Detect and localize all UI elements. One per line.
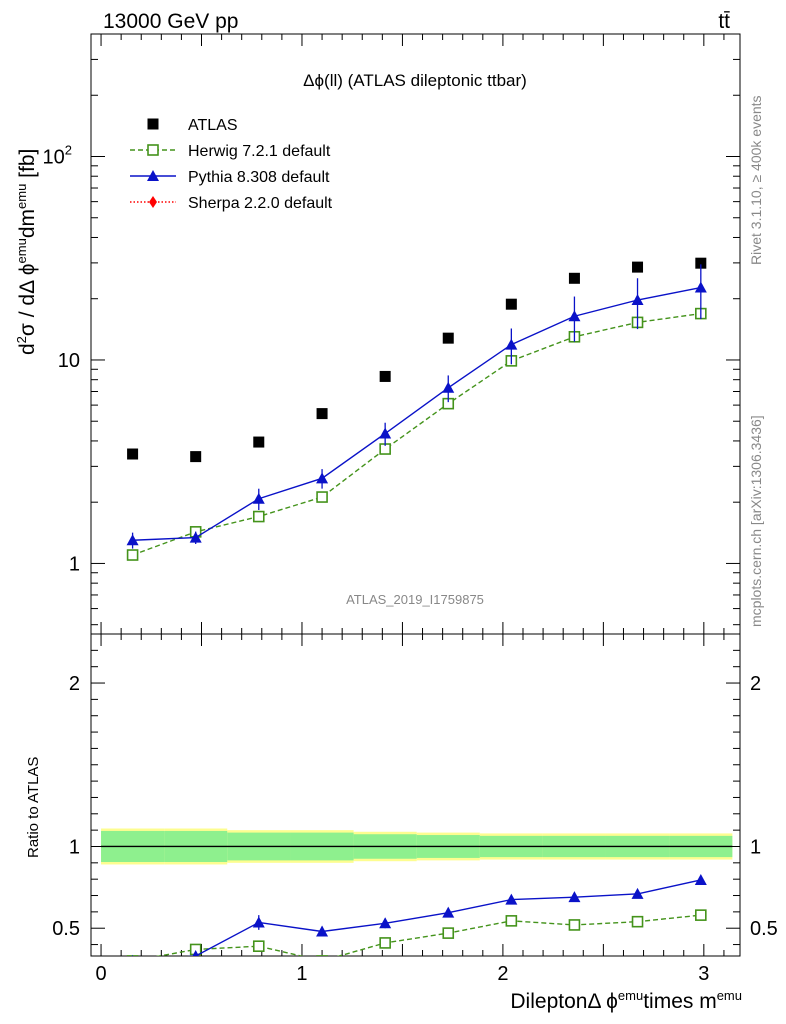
data-point xyxy=(189,531,202,543)
x-tick-label: 3 xyxy=(698,963,709,985)
data-point xyxy=(631,294,644,306)
ratio-point xyxy=(379,937,391,949)
ratio-point xyxy=(126,955,139,956)
ratio-point xyxy=(442,906,455,918)
y-tick-label-exponent: 2 xyxy=(65,143,72,158)
mcplots-credit-label: mcplots.cern.ch [arXiv:1306.3436] xyxy=(748,415,764,627)
legend-label: Pythia 8.308 default xyxy=(188,169,330,186)
data-point xyxy=(126,549,139,561)
ratio-series-herwig xyxy=(126,909,707,956)
series-herwig xyxy=(126,307,707,561)
ratio-point xyxy=(316,955,328,956)
ratio-series-pythia xyxy=(131,873,707,956)
ratio-point xyxy=(379,917,392,929)
ratio-point xyxy=(505,915,518,927)
legend-entry: Sherpa 2.2.0 default xyxy=(130,195,333,212)
series-pythia xyxy=(126,264,707,549)
data-point xyxy=(252,492,265,504)
data-point xyxy=(316,472,329,484)
legend-marker xyxy=(147,144,159,156)
data-point xyxy=(127,448,139,460)
ratio-point xyxy=(631,887,644,899)
legend-entry: Herwig 7.2.1 default xyxy=(130,143,331,160)
series-line xyxy=(132,286,701,541)
ratio-point xyxy=(695,909,707,921)
ratio-point xyxy=(192,950,199,956)
ratio-line xyxy=(155,914,701,956)
ratio-y-tick-label: 0.5 xyxy=(52,918,80,940)
x-axis-label: DileptonΔ ϕemutimes memu xyxy=(510,988,742,1013)
ratio-y-tick-label-right: 0.5 xyxy=(750,918,778,940)
data-point xyxy=(568,310,581,322)
analysis-watermark: ATLAS_2019_I1759875 xyxy=(346,592,484,607)
ratio-plot-frame xyxy=(90,633,741,957)
legend: ATLAS Herwig 7.2.1 default Pythia 8.308 de… xyxy=(130,117,333,212)
legend-label: Sherpa 2.2.0 default xyxy=(188,195,333,212)
x-tick-label: 0 xyxy=(95,963,106,985)
data-point xyxy=(442,381,455,393)
data-point xyxy=(316,491,328,503)
data-point xyxy=(694,281,707,293)
data-point xyxy=(568,272,580,284)
ratio-point xyxy=(252,940,265,952)
energy-label: 13000 GeV pp xyxy=(103,10,238,33)
legend-marker xyxy=(147,170,159,181)
y-tick-label: 102 xyxy=(43,143,72,169)
legend-label: Herwig 7.2.1 default xyxy=(188,143,331,160)
ratio-point xyxy=(505,893,518,905)
series-atlas xyxy=(127,257,707,463)
rivet-version-label: Rivet 3.1.10, ≥ 400k events xyxy=(748,95,764,265)
data-point xyxy=(505,298,517,310)
data-point xyxy=(252,510,265,523)
ratio-y-axis-label: Ratio to ATLAS xyxy=(25,757,42,858)
legend-marker xyxy=(147,118,159,130)
data-point xyxy=(442,332,454,344)
ratio-y-tick-label-right: 1 xyxy=(750,836,761,858)
legend-entry: ATLAS xyxy=(147,117,238,134)
data-point xyxy=(379,370,391,382)
ratio-point xyxy=(316,925,329,937)
process-label: tt̄ xyxy=(718,10,730,33)
y-tick-label: 10 xyxy=(58,350,80,372)
ratio-y-tick-label: 2 xyxy=(69,673,80,695)
data-point xyxy=(505,338,518,350)
data-series xyxy=(126,257,707,956)
plot-title: Δϕ(ll) (ATLAS dileptonic ttbar) xyxy=(303,71,527,90)
ratio-point xyxy=(442,927,455,939)
x-tick-label: 1 xyxy=(296,963,307,985)
ratio-point xyxy=(131,954,134,956)
x-tick-label: 2 xyxy=(497,963,508,985)
series-line xyxy=(132,312,701,556)
y-tick-label: 1 xyxy=(69,553,80,575)
ratio-point xyxy=(568,891,581,903)
ratio-uncertainty-bands xyxy=(101,828,733,865)
data-point xyxy=(316,408,328,420)
data-point xyxy=(253,436,265,448)
ratio-point xyxy=(252,916,265,928)
ratio-y-tick-label: 1 xyxy=(69,836,80,858)
ratio-point xyxy=(568,919,581,931)
data-point xyxy=(190,451,202,463)
data-point xyxy=(632,261,644,273)
legend-label: ATLAS xyxy=(188,117,238,134)
data-point xyxy=(126,534,139,546)
ratio-point xyxy=(631,915,644,928)
ratio-point xyxy=(694,873,707,885)
legend-marker xyxy=(149,196,157,208)
ratio-y-tick-label-right: 2 xyxy=(750,673,761,695)
data-point xyxy=(379,427,392,439)
main-y-axis-label: d2σ / dΔ ϕemudmemu [fb] xyxy=(14,149,39,355)
data-point xyxy=(695,257,707,269)
plot-frames xyxy=(90,33,741,957)
ratio-line xyxy=(186,879,701,956)
axis-ticks: 0 1 2 3 1 10 102 0.5 0.5 1 1 2 2 xyxy=(43,33,778,985)
legend-entry: Pythia 8.308 default xyxy=(130,169,330,186)
